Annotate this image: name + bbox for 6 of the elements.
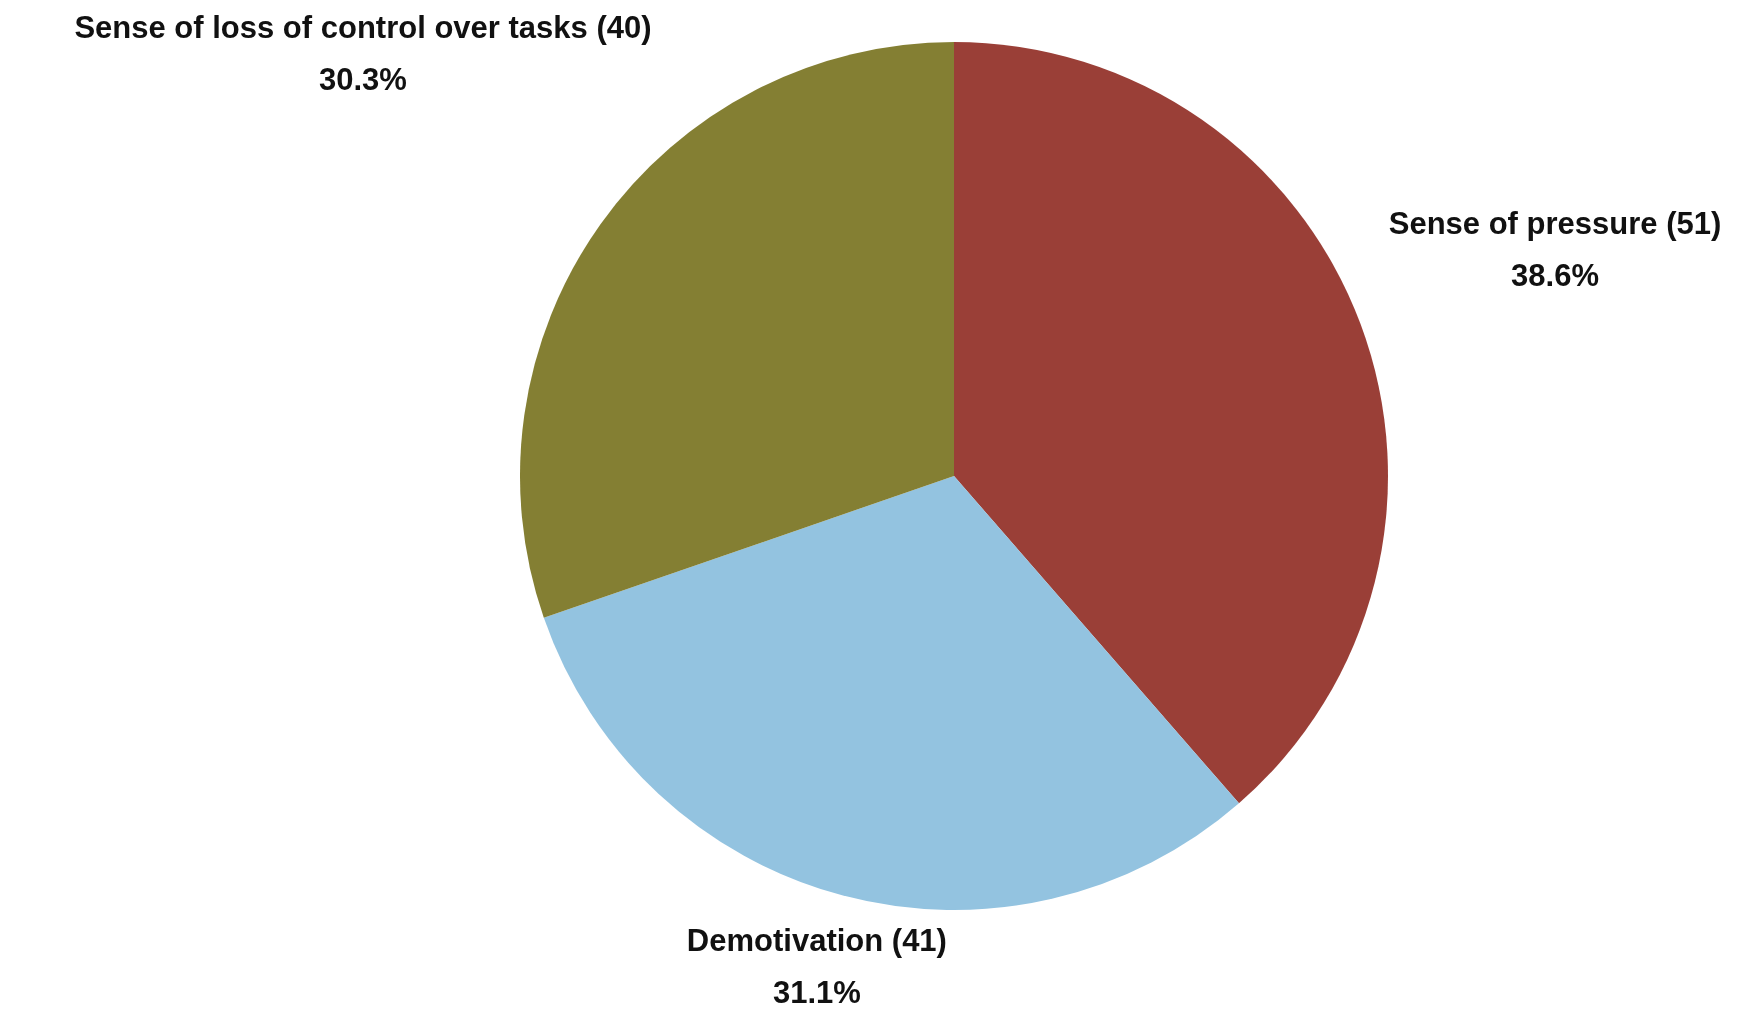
slice-label: Sense of pressure (51): [1388, 205, 1722, 241]
slice-label: Demotivation (41): [686, 922, 947, 958]
data-label: 30.3%: [319, 61, 407, 97]
data-label: 38.6%: [1511, 257, 1599, 293]
data-label: 31.1%: [772, 974, 861, 1010]
slice-label: Sense of loss of control over tasks (40): [74, 9, 652, 45]
